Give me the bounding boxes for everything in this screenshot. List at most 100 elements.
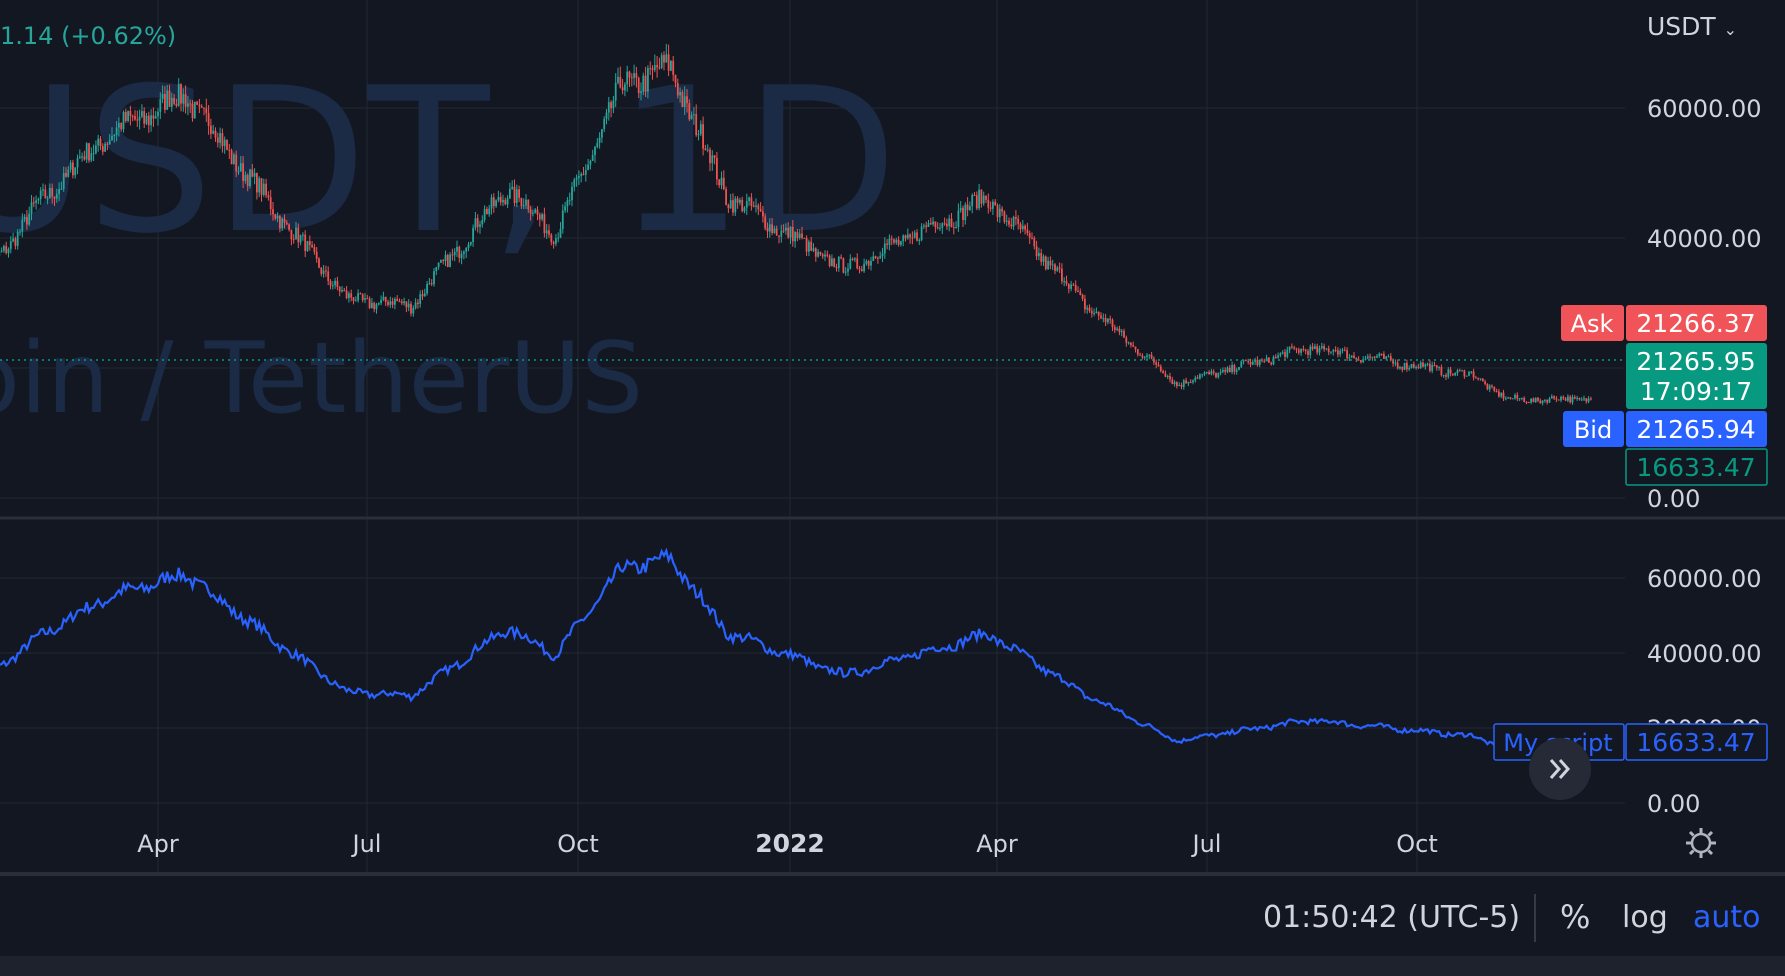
candle-down — [1346, 350, 1348, 359]
candle-up — [557, 237, 560, 239]
candle-down — [656, 65, 658, 68]
candle-up — [773, 228, 776, 233]
candle-down — [1134, 346, 1137, 350]
candle-down — [315, 251, 318, 259]
candle-down — [205, 108, 208, 114]
clock[interactable]: 01:50:42 (UTC-5) — [1263, 900, 1521, 935]
candle-down — [663, 55, 665, 63]
candle-up — [1454, 373, 1457, 376]
candle-up — [1238, 367, 1240, 370]
last-price-value: 21265.95 — [1636, 347, 1755, 376]
candle-down — [1074, 284, 1077, 291]
candle-up — [1387, 356, 1390, 358]
percent-scale-toggle[interactable]: % — [1560, 898, 1591, 936]
candle-up — [97, 138, 100, 146]
candle-down — [5, 246, 8, 254]
candle-down — [826, 254, 829, 256]
candle-up — [1580, 399, 1583, 401]
candle-up — [780, 230, 783, 237]
candle-down — [152, 115, 155, 119]
candle-down — [980, 189, 983, 204]
candle-down — [833, 258, 836, 268]
candle-up — [927, 223, 930, 227]
candle-down — [251, 169, 254, 177]
candle-down — [702, 124, 704, 149]
candle-up — [1468, 372, 1470, 376]
candle-down — [1383, 353, 1385, 359]
candle-up — [495, 200, 497, 207]
candle-down — [304, 234, 307, 251]
candle-up — [948, 218, 951, 227]
candle-up — [1394, 362, 1397, 364]
price-axis[interactable]: 60000.00 40000.00 0.00 60000.00 40000.00… — [1647, 95, 1762, 818]
candle-up — [633, 73, 635, 78]
candle-up — [1288, 346, 1291, 350]
candle-down — [1100, 315, 1102, 319]
candle-up — [591, 155, 594, 161]
candle-down — [198, 104, 201, 107]
last-price-bg — [1626, 343, 1767, 409]
candle-up — [561, 210, 564, 229]
candle-up — [1063, 280, 1066, 282]
candle-up — [212, 130, 215, 134]
candle-up — [1251, 361, 1254, 365]
candle-up — [982, 195, 985, 204]
grid — [0, 0, 1625, 872]
candle-up — [831, 258, 833, 267]
candle-up — [545, 230, 548, 234]
candle-down — [1017, 218, 1020, 224]
candle-down — [637, 78, 640, 93]
auto-scale-toggle[interactable]: auto — [1693, 900, 1761, 935]
candle-down — [966, 204, 969, 211]
candle-up — [932, 221, 934, 225]
candle-up — [1571, 397, 1574, 403]
gear-icon[interactable] — [1684, 826, 1718, 860]
candle-up — [506, 198, 509, 205]
candle-down — [1097, 311, 1100, 316]
candle-down — [778, 235, 780, 237]
candle-up — [407, 303, 410, 308]
log-scale-toggle[interactable]: log — [1622, 900, 1668, 935]
time-label: Jul — [351, 830, 382, 858]
candle-down — [950, 218, 953, 228]
candle-down — [856, 258, 859, 269]
candle-down — [1486, 383, 1489, 390]
candle-down — [619, 76, 622, 88]
candle-up — [920, 226, 923, 240]
candle-up — [1107, 318, 1109, 323]
candle-up — [573, 179, 576, 187]
currency-selector[interactable]: USDT ⌄ — [1647, 12, 1737, 41]
candle-up — [414, 302, 417, 309]
candle-up — [541, 214, 543, 220]
candle-down — [1061, 268, 1063, 282]
candle-down — [782, 230, 785, 232]
candle-up — [566, 200, 569, 207]
time-axis[interactable]: Apr Jul Oct 2022 Apr Jul Oct — [137, 829, 1438, 858]
time-label: Jul — [1191, 830, 1222, 858]
time-label: 2022 — [755, 829, 825, 858]
candle-down — [1573, 397, 1576, 399]
candle-up — [354, 300, 357, 302]
candle-down — [722, 177, 725, 190]
candle-down — [1435, 365, 1438, 368]
scroll-to-realtime-button[interactable] — [1529, 738, 1591, 800]
bid-value: 21265.94 — [1636, 415, 1755, 444]
candle-down — [1067, 283, 1070, 289]
candle-up — [1339, 350, 1342, 355]
candle-up — [1146, 355, 1148, 357]
candle-down — [1475, 377, 1477, 379]
price-change: 1.14 (+0.62%) — [0, 22, 177, 50]
candle-down — [810, 241, 813, 251]
candle-down — [1224, 370, 1227, 372]
candle-up — [233, 154, 235, 165]
candle-down — [352, 297, 355, 301]
candle-down — [709, 149, 711, 164]
candle-up — [237, 171, 240, 173]
candle-down — [373, 302, 376, 310]
candle-down — [1557, 399, 1560, 401]
candle-down — [1215, 372, 1217, 378]
candle-down — [216, 137, 219, 143]
candle-up — [534, 209, 537, 213]
candle-down — [658, 67, 661, 69]
